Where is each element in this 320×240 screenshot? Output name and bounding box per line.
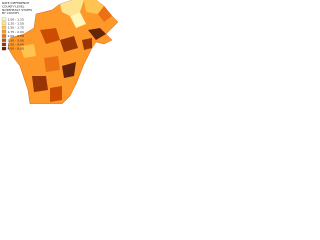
- region: [44, 56, 60, 72]
- legend-label: 4.00 - 6.00: [8, 47, 24, 51]
- legend-label: 2.00 - 2.50: [8, 34, 24, 38]
- region: [62, 62, 76, 78]
- legend-label: 1.50 - 1.75: [8, 26, 24, 30]
- region: [98, 6, 112, 22]
- legend-title: COUNTY-LEVEL: [2, 4, 25, 8]
- legend-label: 2.50 - 3.00: [8, 38, 24, 42]
- legend-swatch: [1, 34, 7, 38]
- region: [88, 28, 106, 40]
- legend-title: RATE DIFFERENCE: [2, 1, 29, 5]
- region: [82, 38, 92, 50]
- legend-swatch: [1, 38, 7, 42]
- region: [84, 0, 104, 14]
- legend-swatch: [1, 21, 7, 26]
- legend-swatch: [1, 30, 7, 34]
- region: [32, 76, 48, 92]
- legend-swatch: [1, 25, 7, 30]
- legend-swatch: [1, 42, 7, 47]
- region: [20, 44, 36, 58]
- region: [70, 12, 86, 28]
- legend-label: 1.00 - 1.25: [8, 17, 24, 21]
- legend-swatch: [1, 17, 7, 21]
- region: [40, 28, 60, 44]
- legend-label: 1.75 - 2.00: [8, 30, 24, 34]
- region: [60, 0, 84, 16]
- legend-title: NORTHEAST STATES: [2, 8, 32, 12]
- legend-label: 3.00 - 4.00: [8, 43, 24, 47]
- legend-title: BY COUNTY: [2, 11, 19, 15]
- legend-swatch: [1, 46, 7, 51]
- region: [60, 36, 78, 52]
- region: [50, 86, 62, 102]
- land: [7, 0, 119, 104]
- legend-label: 1.25 - 1.50: [8, 22, 24, 26]
